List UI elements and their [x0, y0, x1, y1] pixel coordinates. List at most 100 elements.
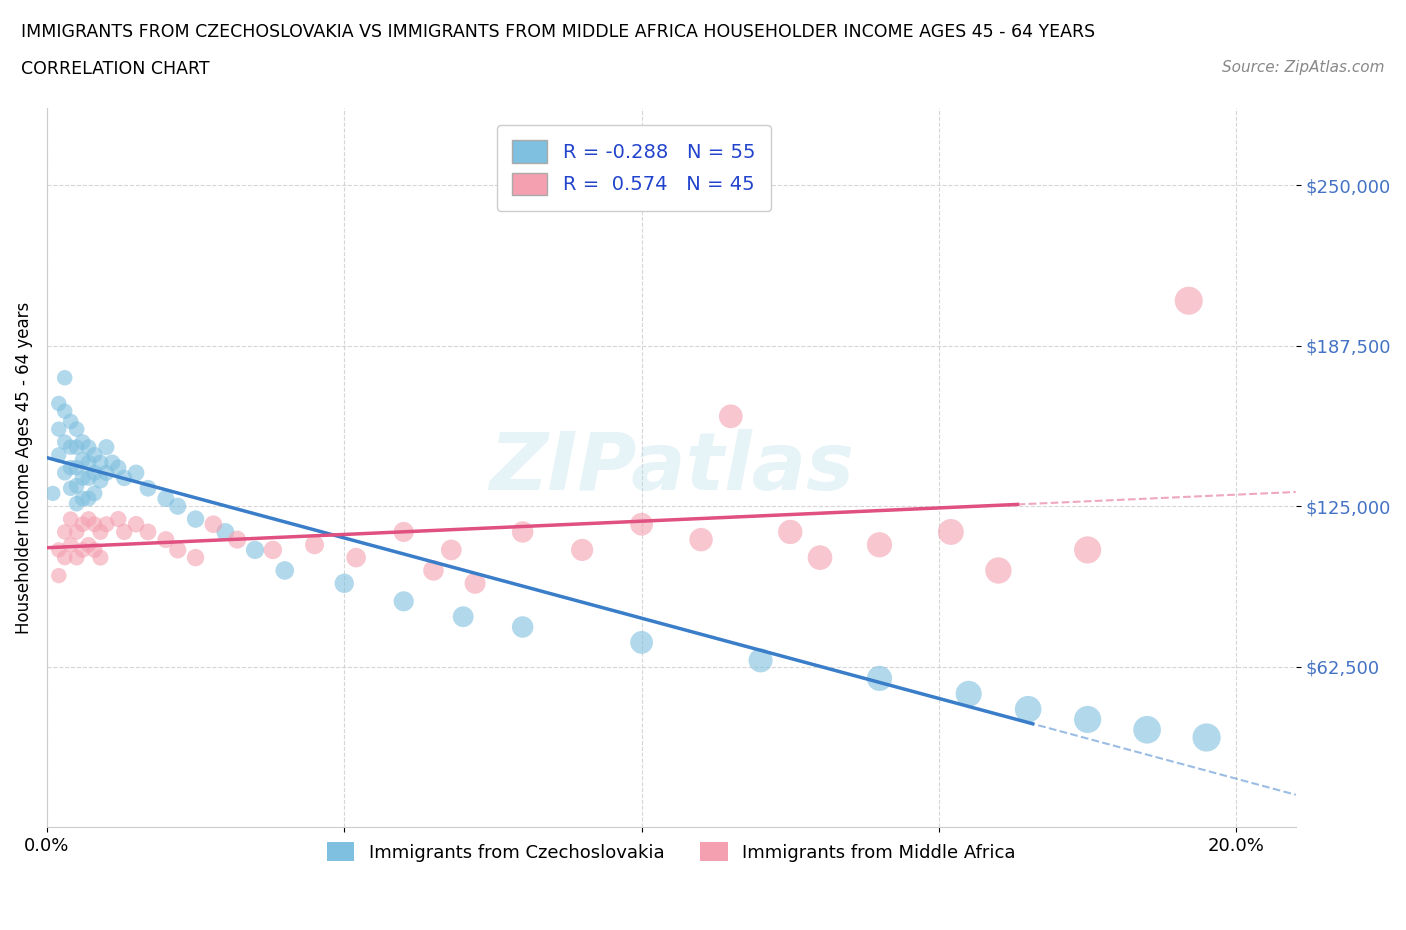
Point	[101, 455, 124, 470]
Point	[957, 686, 980, 701]
Point	[72, 542, 94, 557]
Point	[65, 440, 87, 455]
Point	[96, 440, 118, 455]
Point	[48, 421, 70, 436]
Point	[53, 434, 76, 449]
Point	[65, 478, 87, 493]
Point	[112, 471, 135, 485]
Point	[202, 517, 225, 532]
Point	[89, 551, 111, 565]
Point	[333, 576, 356, 591]
Point	[392, 594, 415, 609]
Point	[226, 532, 249, 547]
Point	[1077, 542, 1099, 557]
Point	[96, 517, 118, 532]
Point	[422, 563, 444, 578]
Point	[214, 525, 236, 539]
Point	[1136, 723, 1159, 737]
Point	[77, 538, 100, 552]
Point	[720, 409, 742, 424]
Point	[571, 542, 593, 557]
Point	[690, 532, 713, 547]
Point	[112, 525, 135, 539]
Point	[262, 542, 284, 557]
Point	[77, 512, 100, 526]
Point	[987, 563, 1010, 578]
Point	[1017, 702, 1039, 717]
Point	[59, 414, 82, 429]
Point	[59, 538, 82, 552]
Point	[72, 517, 94, 532]
Point	[869, 671, 891, 685]
Point	[77, 471, 100, 485]
Point	[155, 491, 177, 506]
Point	[89, 473, 111, 488]
Point	[59, 512, 82, 526]
Point	[59, 460, 82, 475]
Point	[65, 525, 87, 539]
Point	[107, 460, 129, 475]
Point	[512, 525, 534, 539]
Point	[440, 542, 463, 557]
Point	[53, 404, 76, 418]
Point	[48, 447, 70, 462]
Point	[464, 576, 486, 591]
Point	[869, 538, 891, 552]
Point	[96, 465, 118, 480]
Point	[630, 635, 652, 650]
Point	[53, 525, 76, 539]
Text: IMMIGRANTS FROM CZECHOSLOVAKIA VS IMMIGRANTS FROM MIDDLE AFRICA HOUSEHOLDER INCO: IMMIGRANTS FROM CZECHOSLOVAKIA VS IMMIGR…	[21, 23, 1095, 41]
Point	[89, 455, 111, 470]
Point	[512, 619, 534, 634]
Point	[53, 551, 76, 565]
Point	[53, 370, 76, 385]
Point	[83, 542, 105, 557]
Point	[48, 568, 70, 583]
Point	[72, 453, 94, 468]
Point	[808, 551, 831, 565]
Point	[42, 486, 65, 501]
Point	[107, 512, 129, 526]
Point	[65, 460, 87, 475]
Point	[83, 486, 105, 501]
Point	[184, 512, 207, 526]
Point	[77, 440, 100, 455]
Point	[243, 542, 266, 557]
Point	[72, 491, 94, 506]
Point	[1177, 293, 1199, 308]
Text: ZIPatlas: ZIPatlas	[489, 429, 853, 507]
Point	[65, 497, 87, 512]
Point	[77, 455, 100, 470]
Point	[83, 517, 105, 532]
Point	[392, 525, 415, 539]
Point	[155, 532, 177, 547]
Point	[344, 551, 367, 565]
Point	[1077, 712, 1099, 727]
Point	[77, 491, 100, 506]
Point	[65, 551, 87, 565]
Point	[83, 447, 105, 462]
Point	[274, 563, 297, 578]
Point	[83, 465, 105, 480]
Point	[65, 421, 87, 436]
Point	[72, 471, 94, 485]
Point	[166, 542, 188, 557]
Point	[48, 396, 70, 411]
Point	[939, 525, 962, 539]
Point	[72, 434, 94, 449]
Point	[451, 609, 474, 624]
Point	[304, 538, 326, 552]
Point	[749, 653, 772, 668]
Point	[59, 481, 82, 496]
Point	[166, 498, 188, 513]
Point	[59, 440, 82, 455]
Point	[136, 525, 159, 539]
Y-axis label: Householder Income Ages 45 - 64 years: Householder Income Ages 45 - 64 years	[15, 301, 32, 634]
Text: CORRELATION CHART: CORRELATION CHART	[21, 60, 209, 78]
Legend: Immigrants from Czechoslovakia, Immigrants from Middle Africa: Immigrants from Czechoslovakia, Immigran…	[321, 835, 1022, 869]
Point	[89, 525, 111, 539]
Point	[53, 465, 76, 480]
Point	[779, 525, 801, 539]
Point	[48, 542, 70, 557]
Point	[1195, 730, 1218, 745]
